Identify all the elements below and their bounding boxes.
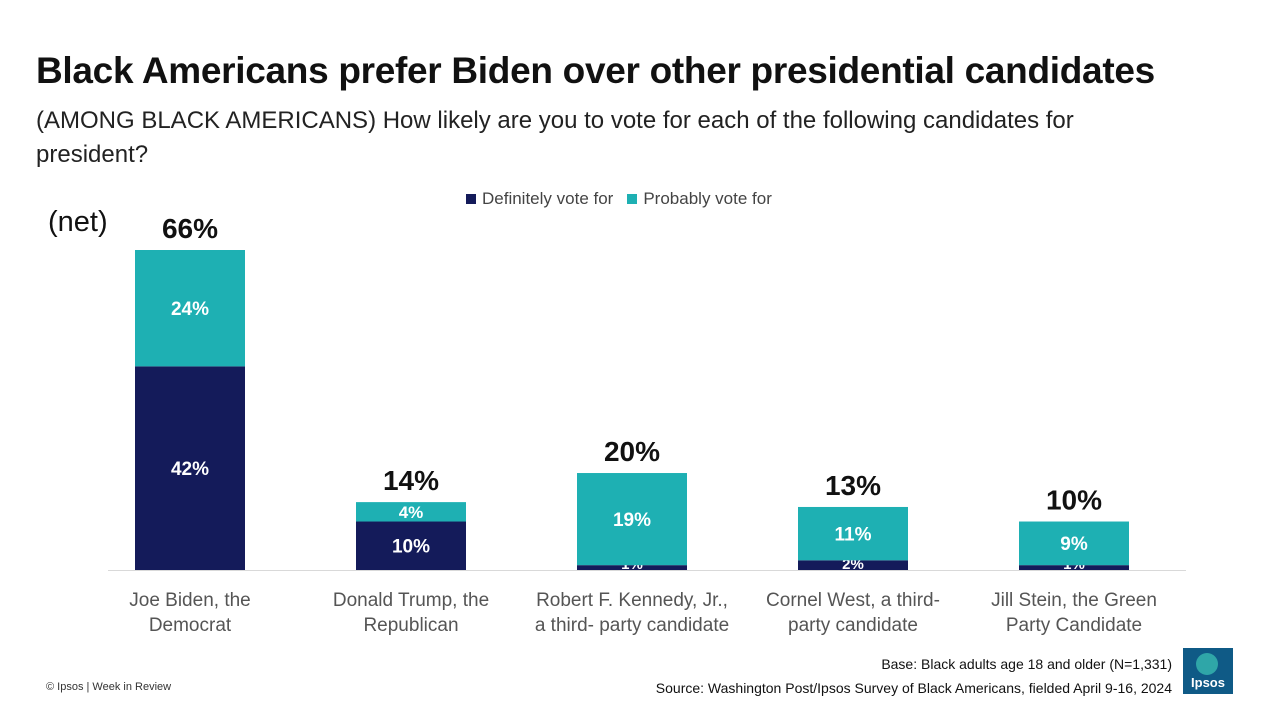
data-label-definitely-1: 10% [392,537,430,558]
net-total-label-2: 20% [604,436,660,467]
category-label-3-line-0: Cornel West, a third- [766,590,940,611]
category-label-3-line-1: party candidate [788,615,918,636]
footer-base-note: Base: Black adults age 18 and older (N=1… [881,656,1172,672]
category-label-1-line-1: Republican [363,615,458,636]
data-label-probably-0: 24% [171,299,209,320]
bar-probably-1 [356,502,466,522]
bar-definitely-4 [1019,565,1129,570]
bar-definitely-1 [356,521,466,570]
category-label-2-line-0: Robert F. Kennedy, Jr., [536,590,728,611]
category-label-1-line-0: Donald Trump, the [333,590,489,611]
category-label-4-line-0: Jill Stein, the Green [991,590,1157,611]
net-total-label-0: 66% [162,213,218,244]
footer-copyright: © Ipsos | Week in Review [46,681,172,693]
net-total-label-4: 10% [1046,485,1102,516]
net-label: (net) [48,206,108,238]
ipsos-logo-mark-icon [1196,653,1218,675]
bar-probably-2 [577,473,687,566]
category-label-4-line-1: Party Candidate [1006,615,1142,636]
bar-probably-4 [1019,521,1129,566]
data-label-definitely-0: 42% [171,459,209,480]
chart-title: Black Americans prefer Biden over other … [36,50,1155,91]
category-label-0-line-1: Democrat [149,615,232,636]
ipsos-logo: Ipsos [1183,648,1233,694]
legend-label-definitely: Definitely vote for [482,189,614,208]
bar-probably-3 [798,506,908,561]
data-label-probably-1: 4% [399,503,424,522]
net-total-label-1: 14% [383,465,439,496]
ipsos-logo-text: Ipsos [1191,675,1225,690]
data-label-probably-4: 9% [1060,534,1088,555]
bar-definitely-2 [577,565,687,570]
category-label-2-line-1: a third- party candidate [535,615,729,636]
legend-swatch-probably [627,194,638,204]
legend-swatch-definitely [466,194,476,204]
legend-item-probably: Probably vote for [627,189,772,209]
chart-legend: Definitely vote for Probably vote for [466,189,786,209]
legend-label-probably: Probably vote for [643,189,772,208]
data-label-probably-3: 11% [835,524,872,545]
bar-probably-0 [135,250,245,367]
data-label-probably-2: 19% [613,510,651,531]
legend-item-definitely: Definitely vote for [466,189,613,209]
footer-source-note: Source: Washington Post/Ipsos Survey of … [655,680,1172,696]
net-total-label-3: 13% [825,470,881,501]
bar-definitely-0 [135,366,245,570]
chart-subtitle: (AMONG BLACK AMERICANS) How likely are y… [36,107,1074,168]
bar-definitely-3 [798,560,908,570]
category-label-0-line-0: Joe Biden, the [129,590,250,611]
